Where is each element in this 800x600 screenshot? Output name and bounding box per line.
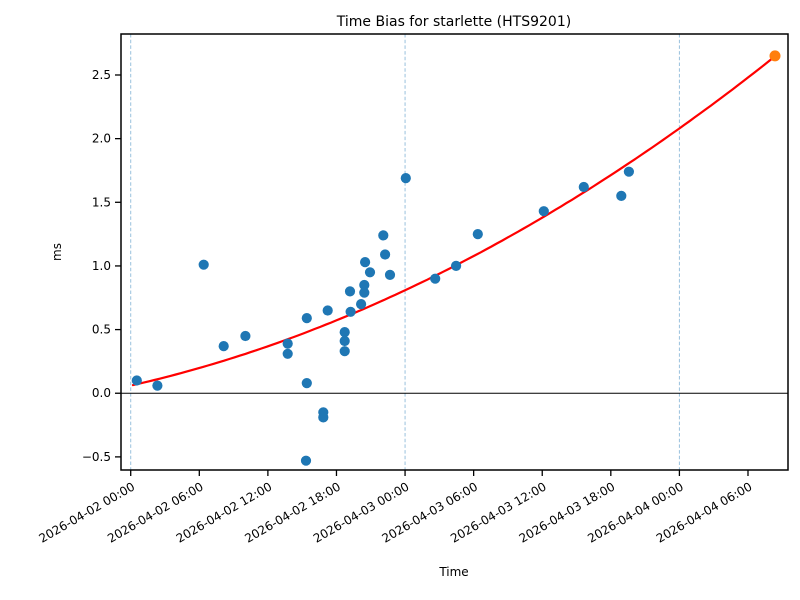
data-point [301, 313, 312, 324]
fit-line [131, 55, 777, 387]
data-point [451, 260, 462, 271]
data-point [240, 330, 251, 342]
data-point [318, 412, 329, 423]
data-point [339, 327, 350, 338]
data-point [301, 378, 312, 389]
data-point [218, 341, 229, 352]
chart-title: Time Bias for starlette (HTS9201) [336, 14, 571, 30]
data-point [364, 267, 376, 278]
data-point [282, 338, 293, 349]
y-axis-label: ms [50, 243, 64, 261]
data-point [339, 335, 350, 347]
data-point [378, 230, 389, 241]
data-point [322, 305, 333, 316]
y-tick-label: 1.0 [92, 259, 111, 273]
data-point [152, 380, 163, 391]
prediction-point [769, 50, 781, 62]
data-point [623, 166, 635, 177]
data-point [360, 257, 371, 268]
data-point [472, 229, 483, 240]
data-point [300, 455, 312, 466]
data-point [356, 299, 367, 310]
data-point [198, 259, 209, 270]
data-point [616, 190, 627, 201]
data-point [380, 249, 391, 260]
data-point [578, 181, 589, 193]
data-point [384, 269, 396, 280]
x-axis-label: Time [438, 565, 468, 579]
data-point [538, 206, 549, 217]
data-point [131, 375, 142, 386]
data-point [400, 173, 411, 184]
data-point [282, 348, 293, 359]
data-point [345, 306, 356, 317]
y-tick-label: 1.5 [92, 195, 111, 209]
y-tick-label: 2.0 [92, 132, 111, 146]
y-tick-label: 0.0 [92, 386, 111, 400]
y-tick-label: −0.5 [82, 450, 111, 464]
data-point [339, 346, 350, 357]
y-tick-label: 2.5 [92, 68, 111, 82]
data-point [430, 273, 441, 284]
data-point [359, 287, 370, 298]
data-point [344, 286, 356, 297]
y-tick-label: 0.5 [92, 323, 111, 337]
plot-spines [120, 33, 789, 471]
data-point [359, 279, 370, 291]
